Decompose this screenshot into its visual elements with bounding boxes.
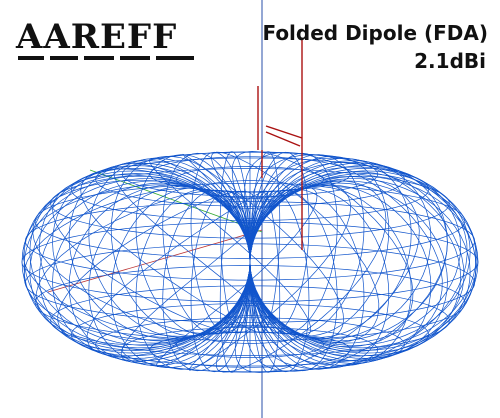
mesh-meridian-line — [249, 186, 412, 366]
mesh-diagonal-line — [211, 151, 380, 343]
mesh-meridian-line — [249, 170, 477, 349]
mesh-meridian-line — [249, 189, 338, 372]
mesh-diagonal-line — [234, 176, 420, 373]
antenna-gain: 2.1dBi — [414, 49, 486, 73]
toroidal-radiation-mesh — [21, 151, 479, 373]
aareff-logo: AAREFF — [15, 17, 194, 60]
mesh-meridian-line — [249, 151, 281, 334]
mesh-meridian-line — [249, 190, 281, 373]
mesh-diagonal-line — [149, 157, 312, 337]
mesh-diagonal-line — [120, 189, 289, 363]
antenna-fold-top — [265, 125, 303, 139]
mesh-meridian-line — [249, 156, 390, 337]
mesh-meridian-line — [110, 187, 251, 368]
logo-wordmark: AAREFF — [15, 17, 177, 57]
x-axis-line — [47, 229, 263, 293]
antenna-title: Folded Dipole (FDA) — [262, 21, 488, 45]
mesh-diagonal-line — [231, 151, 414, 347]
mesh-meridian-line — [162, 152, 251, 335]
mesh-meridian-line — [219, 190, 251, 373]
mesh-diagonal-line — [113, 162, 285, 335]
y-axis-line — [89, 169, 263, 233]
mesh-diagonal-line — [22, 184, 251, 337]
mesh-meridian-line — [249, 152, 338, 335]
folded-dipole-antenna — [257, 40, 303, 250]
mesh-meridian-line — [219, 151, 251, 334]
mesh-diagonal-line — [52, 174, 255, 334]
mesh-diagonal-line — [244, 151, 443, 352]
mesh-meridian-line — [23, 175, 251, 354]
logo-underline-code — [18, 56, 194, 60]
mesh-diagonal-line — [215, 180, 387, 373]
mesh-diagonal-line — [249, 161, 478, 366]
antenna-fold-bottom — [265, 131, 301, 147]
mesh-diagonal-line — [245, 171, 448, 372]
mesh-diagonal-line — [249, 157, 477, 362]
mesh-diagonal-line — [23, 187, 251, 341]
mesh-diagonal-line — [80, 168, 266, 334]
mesh-diagonal-line — [86, 190, 269, 357]
mesh-diagonal-line — [249, 166, 468, 370]
mesh-meridian-line — [23, 170, 251, 349]
mesh-meridian-line — [249, 184, 432, 364]
